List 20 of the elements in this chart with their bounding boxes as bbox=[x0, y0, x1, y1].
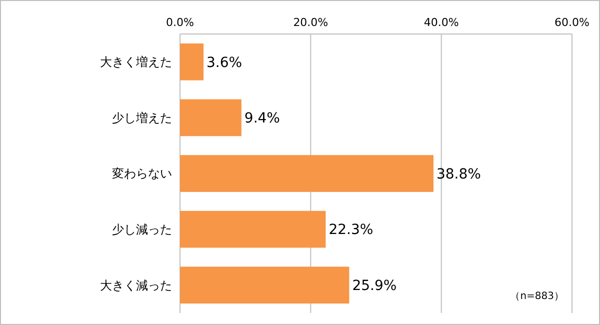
x-tick-label: 20.0% bbox=[293, 16, 328, 29]
data-label: 22.3% bbox=[328, 222, 374, 238]
y-tick-label: 大きく増えた bbox=[100, 55, 172, 70]
data-label: 25.9% bbox=[352, 278, 397, 294]
annotation: （n=883） bbox=[510, 291, 564, 302]
bar bbox=[180, 155, 434, 192]
bar bbox=[180, 99, 242, 136]
y-tick-label: 少し増えた bbox=[112, 110, 172, 125]
y-tick-label: 大きく減った bbox=[100, 278, 172, 292]
data-label: 3.6% bbox=[206, 54, 242, 71]
bar bbox=[180, 43, 204, 80]
data-label: 9.4% bbox=[244, 110, 280, 127]
x-tick-label: 60.0% bbox=[554, 16, 590, 29]
x-tick-label: 0.0% bbox=[166, 16, 194, 29]
bar bbox=[180, 210, 326, 248]
x-tick-label: 40.0% bbox=[424, 16, 459, 29]
y-tick-label: 変わらない bbox=[112, 166, 172, 181]
data-label: 38.8% bbox=[436, 166, 481, 182]
y-tick-label: 少し減った bbox=[112, 222, 172, 236]
bar bbox=[180, 266, 350, 304]
